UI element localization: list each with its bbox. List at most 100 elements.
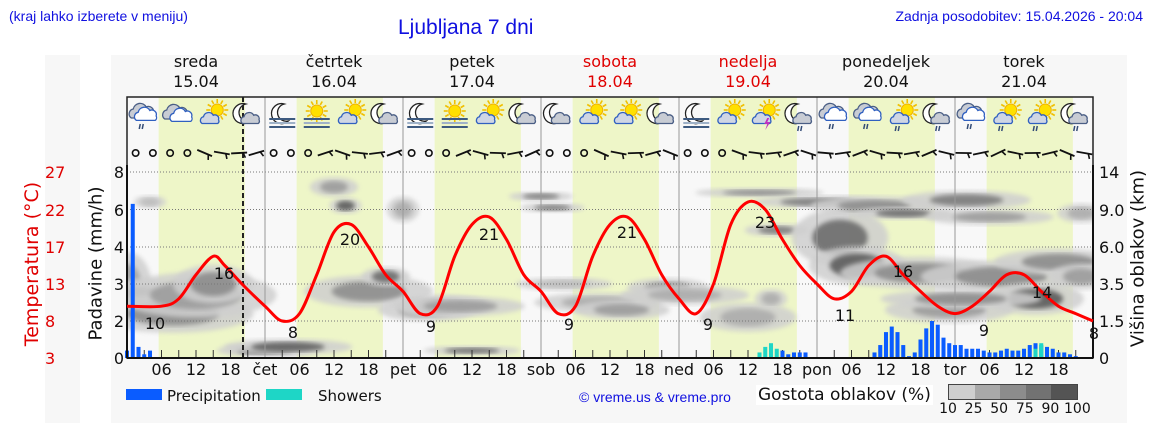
precipitation-legend-swatch: [126, 389, 162, 400]
wind-barb-row: [131, 148, 1093, 161]
x-tick: 12: [185, 360, 207, 379]
day-header-3: sobota 18.04: [550, 52, 670, 92]
cloud-density-layer: [127, 177, 1093, 357]
wind-barb-icon: [662, 149, 679, 160]
rain-cloud-icon: [956, 102, 986, 130]
x-tick: 12: [1013, 360, 1035, 379]
day-name: sreda: [173, 52, 219, 71]
calm-wind-icon: [424, 149, 433, 158]
day-date: 16.04: [311, 72, 357, 91]
calm-wind-icon: [562, 149, 571, 158]
weather-icon-row: [128, 99, 1088, 132]
axis-tick: 1.5: [1099, 312, 1125, 331]
temp-label: 20: [340, 230, 360, 249]
temp-label: 9: [979, 321, 989, 340]
axis-tick: 0: [1099, 349, 1110, 368]
partly-sunny-icon: [199, 99, 229, 125]
x-tick: 12: [599, 360, 621, 379]
night-fog-icon: [407, 102, 434, 128]
wind-barb-icon: [938, 150, 955, 160]
x-tick: 18: [634, 360, 655, 379]
day-header-0: sreda 15.04: [136, 52, 256, 92]
temp-label: 9: [426, 317, 436, 336]
fog-sun-icon: [441, 100, 468, 128]
x-tick: pon: [801, 360, 833, 379]
calm-wind-icon: [580, 149, 589, 158]
x-tick: 18: [358, 360, 379, 379]
last-updated: Zadnja posodobitev: 15.04.2026 - 20:04: [895, 8, 1143, 24]
sun-rain-icon: [1027, 99, 1057, 132]
x-tick: sob: [526, 360, 556, 379]
wind-barb-icon: [248, 149, 265, 157]
density-tick: 10: [939, 401, 957, 417]
wind-barb-icon: [886, 151, 903, 159]
calm-wind-icon: [718, 149, 727, 158]
wind-barb-icon: [507, 150, 524, 158]
wind-barb-icon: [1024, 151, 1041, 159]
day-name: nedelja: [718, 52, 778, 71]
temperature-labels: 10 16 8 20 9 21 9 21 9 23 11 16 9 14 8: [145, 213, 1099, 343]
axis-tick: 3.5: [1099, 275, 1125, 294]
temperature-line: [126, 199, 1094, 323]
cloud-density-legend-label: Gostota oblakov (%): [756, 385, 933, 405]
night-rain-icon: [1060, 102, 1088, 132]
night-fog-icon: [269, 102, 296, 128]
temp-label: 11: [835, 306, 855, 325]
day-header-5: ponedeljek 20.04: [826, 52, 946, 92]
wind-barb-icon: [231, 151, 248, 159]
calm-wind-icon: [545, 149, 554, 158]
page-title: Ljubljana 7 dni: [398, 16, 534, 39]
rain-cloud-icon: [853, 102, 882, 130]
day-header-1: četrtek 16.04: [274, 52, 394, 92]
showers-legend-label: Showers: [318, 387, 382, 405]
temp-axis-panel: [45, 55, 80, 423]
wind-barb-icon: [817, 151, 834, 159]
calm-wind-icon: [166, 149, 175, 158]
night-cloudy-icon: [370, 102, 398, 125]
temp-label: 10: [145, 314, 165, 333]
x-tick: 18: [220, 360, 241, 379]
calm-wind-icon: [183, 149, 192, 158]
wind-barb-icon: [955, 151, 972, 159]
axis-tick: 6: [113, 200, 124, 220]
day-header-2: petek 17.04: [412, 52, 532, 92]
rain-cloud-icon: [128, 102, 158, 130]
night-fog-icon: [683, 102, 710, 128]
temp-label: 14: [1032, 283, 1052, 302]
wind-barb-icon: [800, 149, 817, 160]
wind-barb-icon: [351, 151, 368, 159]
partly-sunny-icon: [579, 99, 608, 125]
showers-legend-swatch: [266, 389, 302, 400]
precipitation-legend-label: Precipitation: [167, 387, 261, 405]
location-menu-hint[interactable]: (kraj lahko izberete v meniju): [9, 8, 188, 24]
x-tick: 12: [875, 360, 897, 379]
night-cloudy-icon: [232, 102, 260, 125]
density-tick: 90: [1041, 401, 1060, 417]
x-tick: ned: [663, 360, 695, 379]
axis-tick: 4: [113, 238, 124, 257]
wind-barb-icon: [386, 149, 403, 157]
wind-barb-icon: [765, 151, 782, 158]
x-tick: 06: [979, 360, 1000, 379]
day-name: petek: [449, 52, 495, 71]
wind-barb-icon: [1076, 150, 1093, 160]
day-date: 20.04: [863, 72, 909, 91]
day-date: 15.04: [173, 72, 219, 91]
temp-label: 9: [564, 315, 574, 334]
day-date: 21.04: [1001, 72, 1047, 91]
wind-barb-icon: [852, 149, 869, 157]
credit-link[interactable]: © vreme.us & vreme.pro: [579, 389, 731, 405]
temp-label: 21: [617, 223, 637, 242]
wind-barb-icon: [783, 149, 800, 157]
density-tick: 50: [990, 401, 1009, 417]
axis-tick: 22: [45, 200, 66, 220]
wind-barb-icon: [334, 149, 351, 160]
wind-barb-icon: [748, 151, 765, 159]
wind-barb-icon: [213, 150, 230, 160]
day-name: sobota: [582, 52, 638, 71]
wind-barb-icon: [1041, 150, 1058, 157]
thunder-sun-icon: [751, 99, 781, 130]
wind-barb-icon: [472, 150, 489, 160]
wind-barb-icon: [645, 150, 662, 157]
night-cloudy-icon: [646, 102, 674, 125]
